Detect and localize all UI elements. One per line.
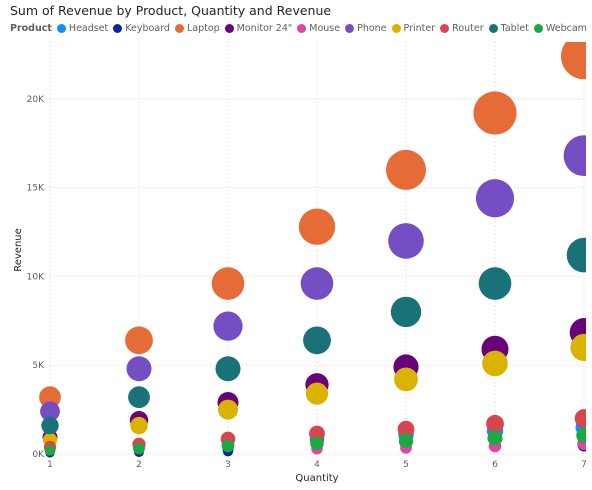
x-tick-label: 7 [581, 460, 587, 470]
legend-item-headset[interactable]: Headset [56, 23, 109, 34]
bubble-printer[interactable] [394, 367, 418, 392]
legend-label-mouse: Mouse [309, 23, 341, 34]
bubble-tablet[interactable] [390, 296, 422, 328]
bubble-printer[interactable] [218, 399, 238, 420]
x-tick-label: 2 [136, 460, 142, 470]
legend-label-printer: Printer [403, 23, 436, 34]
x-tick-label: 6 [492, 460, 498, 470]
legend-label-monitor: Monitor 24" [236, 23, 293, 34]
bubble-router[interactable] [574, 409, 592, 428]
bubble-phone[interactable] [213, 311, 243, 341]
bubble-router[interactable] [309, 425, 325, 442]
bubble-printer[interactable] [570, 333, 592, 362]
legend-label-phone: Phone [357, 23, 387, 34]
legend-label-tablet: Tablet [500, 23, 529, 34]
y-tick-label: 20K [27, 95, 45, 105]
bubble-tablet[interactable] [478, 267, 512, 300]
bubble-printer[interactable] [482, 350, 508, 377]
legend-dot-phone [345, 24, 355, 33]
bubble-webcam[interactable] [398, 433, 414, 448]
legend-title: Product [10, 23, 52, 34]
bubble-webcam[interactable] [487, 430, 503, 446]
y-tick-label: 10K [27, 272, 45, 282]
bubble-phone[interactable] [126, 356, 152, 382]
bubble-webcam[interactable] [576, 427, 591, 444]
bubble-phone[interactable] [40, 401, 60, 422]
bubble-printer[interactable] [305, 382, 329, 405]
legend-item-router[interactable]: Router [440, 23, 484, 34]
legend-dot-monitor [224, 24, 234, 33]
bubble-laptop[interactable] [211, 267, 245, 300]
legend-dot-printer [391, 24, 401, 33]
bubble-laptop[interactable] [386, 149, 426, 190]
bubble-laptop[interactable] [125, 326, 153, 355]
legend-item-tablet[interactable]: Tablet [488, 23, 529, 34]
legend-item-laptop[interactable]: Laptop [174, 23, 220, 34]
y-axis-label: Revenue [13, 228, 24, 272]
legend-dot-webcam [533, 24, 543, 33]
legend-item-monitor[interactable]: Monitor 24" [224, 23, 293, 34]
bubble-tablet[interactable] [303, 326, 331, 355]
legend-dot-keyboard [113, 24, 123, 33]
bubble-phone[interactable] [475, 179, 515, 218]
x-tick-label: 3 [225, 460, 231, 470]
legend-dot-mouse [297, 24, 307, 33]
x-axis-label: Quantity [295, 473, 338, 484]
legend-dot-headset [56, 24, 66, 33]
bubble-tablet[interactable] [41, 416, 59, 435]
legend-dot-laptop [174, 24, 184, 33]
legend-label-headset: Headset [68, 23, 109, 34]
bubble-webcam[interactable] [133, 442, 145, 455]
bubble-tablet[interactable] [566, 237, 592, 273]
x-tick-label: 1 [47, 460, 53, 470]
legend-label-laptop: Laptop [186, 23, 220, 34]
legend-label-router: Router [452, 23, 484, 34]
bubble-laptop[interactable] [39, 386, 61, 409]
bubble-phone[interactable] [563, 135, 592, 177]
bubble-tablet[interactable] [128, 386, 150, 409]
x-tick-label: 5 [403, 460, 409, 470]
legend-item-phone[interactable]: Phone [345, 23, 387, 34]
tick-layer: 1 2 3 4 5 6 7 0K 5K 10K 15K 20K [27, 95, 587, 470]
bubble-webcam[interactable] [44, 445, 56, 456]
bubble-printer[interactable] [130, 416, 148, 435]
bubble-laptop[interactable] [561, 33, 592, 80]
bubble-router[interactable] [397, 420, 415, 438]
legend: Product Headset Keyboard Laptop Monitor … [10, 23, 592, 34]
legend-item-keyboard[interactable]: Keyboard [113, 23, 170, 34]
bubble-phone[interactable] [388, 223, 424, 259]
y-tick-label: 15K [27, 184, 45, 194]
y-tick-label: 5K [32, 361, 45, 371]
bubble-tablet[interactable] [215, 356, 241, 382]
legend-label-webcam: Webcam [545, 23, 587, 34]
legend-item-printer[interactable]: Printer [391, 23, 436, 34]
bubble-layer [39, 33, 592, 458]
bubble-webcam[interactable] [310, 436, 324, 451]
bubble-webcam[interactable] [221, 439, 235, 453]
legend-label-keyboard: Keyboard [125, 23, 170, 34]
y-tick-label: 0K [32, 450, 45, 460]
bubble-laptop[interactable] [298, 208, 336, 245]
bubble-phone[interactable] [300, 267, 334, 300]
legend-dot-tablet [488, 24, 498, 33]
legend-dot-router [440, 24, 450, 33]
x-tick-label: 4 [314, 460, 320, 470]
legend-item-webcam[interactable]: Webcam [533, 23, 587, 34]
legend-item-mouse[interactable]: Mouse [297, 23, 340, 34]
chart-title: Sum of Revenue by Product, Quantity and … [10, 3, 332, 18]
bubble-router[interactable] [486, 414, 504, 433]
bubble-laptop[interactable] [473, 91, 517, 135]
